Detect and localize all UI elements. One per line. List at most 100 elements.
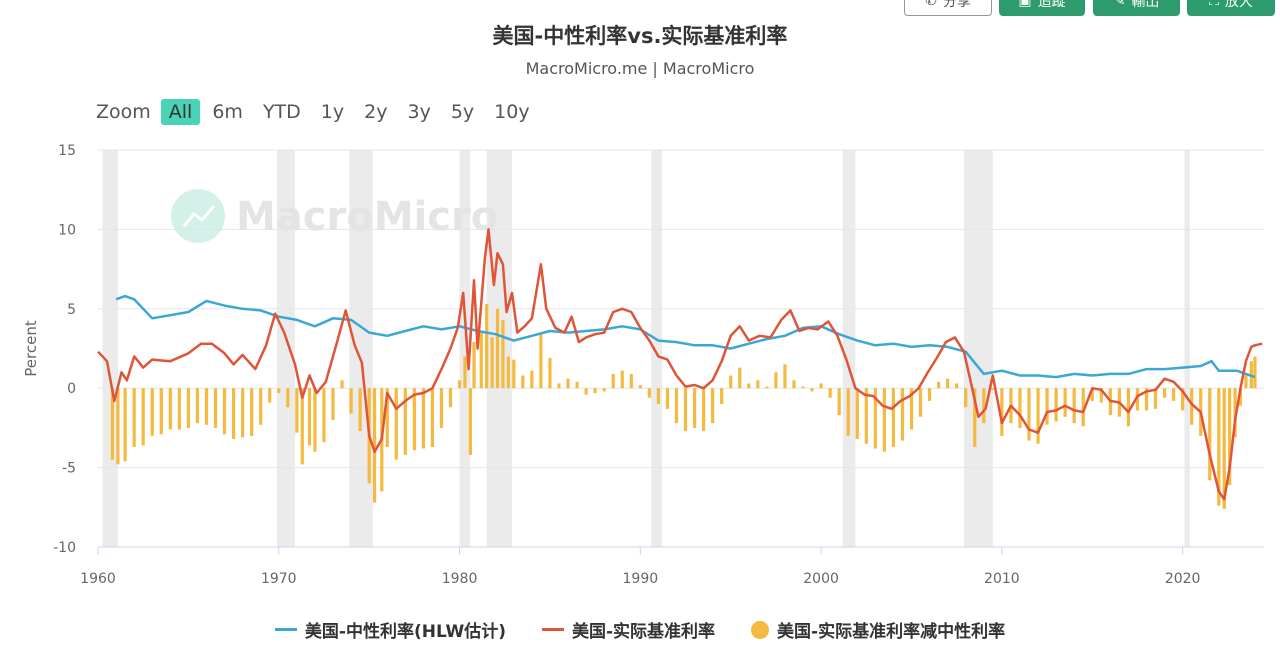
y-tick-label: 10 (58, 222, 76, 238)
x-tick-label: 1980 (442, 571, 478, 587)
bar-rate-gap (575, 381, 579, 389)
legend-item-real-rate[interactable]: 美国-实际基准利率 (541, 617, 715, 642)
bar-rate-gap (964, 388, 968, 408)
bar-rate-gap (846, 388, 850, 436)
bar-rate-gap (430, 388, 435, 447)
bar-rate-gap (1217, 388, 1221, 506)
bar-rate-gap (123, 388, 127, 462)
expand-label: 放大 (1224, 0, 1253, 10)
bar-rate-gap (873, 388, 877, 449)
legend-swatch-real (541, 628, 564, 631)
bar-rate-gap (955, 383, 959, 389)
bar-rate-gap (909, 388, 914, 430)
bar-rate-gap (837, 388, 841, 416)
bar-rate-gap (864, 388, 868, 444)
bar-rate-gap (479, 332, 483, 389)
chart-subtitle: MacroMicro.me | MacroMicro (525, 59, 755, 78)
bar-rate-gap (1190, 388, 1194, 425)
bar-rate-gap (213, 388, 218, 428)
recession-band (1184, 150, 1190, 547)
bar-rate-gap (463, 356, 467, 389)
bar-rate-gap (530, 370, 534, 389)
zoom-button-1y[interactable]: 1y (320, 101, 345, 123)
x-tick-label: 2010 (984, 571, 1020, 587)
legend-item-neutral-rate[interactable]: 美国-中性利率(HLW估计) (274, 617, 506, 642)
share-icon: ✆ (925, 0, 937, 9)
bar-rate-gap (1099, 388, 1103, 403)
export-label: 輸出 (1131, 0, 1160, 10)
bar-rate-gap (300, 388, 304, 465)
bar-rate-gap (1000, 388, 1004, 436)
bar-rate-gap (1036, 388, 1040, 444)
bar-rate-gap (1135, 388, 1140, 411)
zoom-button-2y[interactable]: 2y (364, 101, 388, 123)
bar-rate-gap (1063, 388, 1067, 417)
legend-item-rate-gap[interactable]: 美国-实际基准利率减中性利率 (751, 617, 1005, 642)
bar-rate-gap (159, 388, 163, 435)
bar-rate-gap (195, 388, 200, 424)
y-tick-label: 15 (58, 143, 76, 159)
bar-rate-gap (1228, 388, 1232, 486)
y-tick-label: 5 (67, 302, 76, 318)
bar-rate-gap (982, 388, 986, 424)
bar-rate-gap (828, 388, 832, 398)
bar-rate-gap (1244, 375, 1248, 389)
bar-rate-gap (1222, 388, 1226, 509)
bar-rate-gap (150, 388, 154, 436)
track-button[interactable]: ▣ 追蹤 (999, 0, 1085, 16)
zoom-button-6m[interactable]: 6m (212, 101, 243, 123)
bar-rate-gap (927, 388, 932, 401)
recession-band (459, 150, 471, 547)
bar-rate-gap (882, 388, 886, 452)
bar-rate-gap (506, 356, 510, 389)
zoom-button-all[interactable]: All (160, 99, 201, 125)
bar-rate-gap (1172, 388, 1176, 401)
bar-rate-gap (1018, 388, 1022, 428)
export-button[interactable]: ✎ 輸出 (1093, 0, 1180, 16)
zoom-button-5y[interactable]: 5y (450, 101, 475, 123)
bar-rate-gap (602, 388, 606, 392)
track-label: 追蹤 (1037, 0, 1066, 10)
bar-rate-gap (468, 388, 472, 455)
bar-rate-gap (439, 388, 444, 428)
bar-rate-gap (665, 388, 670, 409)
bar-rate-gap (412, 388, 416, 451)
bar-rate-gap (385, 388, 389, 447)
bar-rate-gap (729, 375, 733, 389)
zoom-button-10y[interactable]: 10y (494, 101, 530, 123)
watermark-text: MacroMicro (236, 194, 498, 240)
bar-rate-gap (1081, 388, 1085, 427)
bar-rate-gap (116, 388, 120, 465)
bar-rate-gap (501, 319, 505, 389)
bar-rate-gap (593, 388, 597, 393)
bar-rate-gap (457, 380, 462, 389)
share-label: 分享 (942, 0, 971, 10)
bar-rate-gap (557, 383, 561, 389)
bar-rate-gap (1181, 388, 1185, 411)
x-tick-label: 1990 (623, 571, 659, 587)
y-tick-label: -5 (62, 461, 76, 477)
bar-rate-gap (168, 388, 172, 430)
bar-rate-gap (1238, 388, 1243, 406)
bar-rate-gap (331, 388, 335, 420)
zoom-button-3y[interactable]: 3y (407, 101, 431, 123)
bar-rate-gap (756, 380, 760, 389)
bar-rate-gap (110, 388, 115, 460)
expand-button[interactable]: ⛶ 放大 (1187, 0, 1275, 16)
bar-rate-gap (132, 388, 136, 447)
zoom-button-ytd[interactable]: YTD (262, 101, 301, 123)
y-tick-label: -10 (53, 540, 76, 556)
bar-rate-gap (1027, 388, 1031, 441)
bar-rate-gap (638, 385, 642, 389)
share-button[interactable]: ✆ 分享 (904, 0, 992, 16)
x-tick-label: 1970 (261, 571, 297, 587)
bar-rate-gap (620, 370, 624, 389)
x-tick-label: 2000 (803, 571, 839, 587)
bar-rate-gap (1162, 388, 1167, 398)
bar-rate-gap (1072, 388, 1076, 424)
bar-rate-gap (801, 386, 805, 389)
bar-rate-gap (340, 380, 344, 389)
bar-rate-gap (231, 388, 236, 440)
bookmark-icon: ▣ (1018, 0, 1032, 9)
series-line-neutral-rate (115, 294, 1256, 379)
